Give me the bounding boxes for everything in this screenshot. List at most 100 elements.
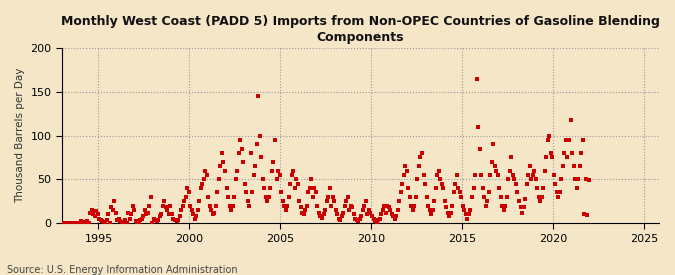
- Point: [424, 208, 435, 212]
- Point: [263, 195, 274, 199]
- Point: [101, 217, 112, 222]
- Point: [414, 164, 425, 168]
- Point: [374, 216, 385, 221]
- Point: [259, 186, 270, 190]
- Point: [359, 204, 370, 208]
- Point: [112, 218, 123, 223]
- Point: [568, 164, 579, 168]
- Point: [121, 221, 132, 225]
- Point: [495, 195, 506, 199]
- Point: [145, 195, 156, 199]
- Point: [409, 204, 420, 208]
- Point: [183, 190, 194, 195]
- Point: [100, 220, 111, 224]
- Point: [273, 168, 284, 173]
- Point: [341, 199, 352, 204]
- Point: [300, 208, 310, 212]
- Point: [265, 186, 276, 190]
- Point: [350, 216, 360, 221]
- Point: [426, 212, 437, 216]
- Point: [124, 216, 135, 221]
- Point: [336, 214, 347, 218]
- Point: [571, 186, 582, 190]
- Point: [234, 151, 244, 155]
- Point: [464, 212, 475, 216]
- Point: [314, 210, 325, 215]
- Point: [197, 182, 208, 186]
- Point: [531, 177, 541, 182]
- Point: [362, 212, 373, 216]
- Point: [223, 195, 234, 199]
- Point: [79, 221, 90, 225]
- Point: [433, 168, 444, 173]
- Point: [521, 182, 532, 186]
- Point: [235, 138, 246, 142]
- Point: [394, 199, 405, 204]
- Point: [448, 190, 459, 195]
- Point: [262, 199, 273, 204]
- Point: [315, 214, 326, 218]
- Point: [439, 199, 450, 204]
- Point: [376, 212, 387, 216]
- Point: [430, 186, 441, 190]
- Point: [151, 219, 162, 224]
- Point: [155, 214, 165, 218]
- Point: [500, 204, 511, 208]
- Point: [182, 186, 192, 190]
- Title: Monthly West Coast (PADD 5) Imports from Non-OPEC Countries of Gasoline Blending: Monthly West Coast (PADD 5) Imports from…: [61, 15, 660, 44]
- Point: [370, 219, 381, 224]
- Point: [429, 199, 439, 204]
- Point: [179, 199, 190, 204]
- Point: [509, 177, 520, 182]
- Point: [352, 218, 362, 223]
- Point: [180, 195, 191, 199]
- Point: [185, 204, 196, 208]
- Point: [446, 210, 456, 215]
- Point: [436, 182, 447, 186]
- Point: [304, 186, 315, 190]
- Point: [553, 195, 564, 199]
- Point: [138, 214, 148, 218]
- Point: [195, 186, 206, 190]
- Point: [389, 216, 400, 221]
- Point: [241, 190, 252, 195]
- Point: [562, 155, 573, 160]
- Point: [142, 210, 153, 215]
- Point: [279, 204, 290, 208]
- Point: [318, 212, 329, 216]
- Point: [442, 210, 453, 215]
- Point: [212, 190, 223, 195]
- Point: [225, 208, 236, 212]
- Point: [267, 168, 277, 173]
- Point: [564, 138, 574, 142]
- Point: [209, 210, 220, 215]
- Point: [167, 212, 178, 216]
- Point: [99, 221, 109, 225]
- Point: [218, 160, 229, 164]
- Point: [514, 199, 524, 204]
- Y-axis label: Thousand Barrels per Day: Thousand Barrels per Day: [15, 68, 25, 203]
- Point: [556, 177, 567, 182]
- Point: [340, 204, 350, 208]
- Point: [497, 204, 508, 208]
- Point: [171, 219, 182, 224]
- Point: [277, 199, 288, 204]
- Point: [91, 209, 102, 213]
- Point: [526, 177, 537, 182]
- Point: [535, 199, 545, 204]
- Point: [358, 208, 369, 212]
- Point: [583, 178, 594, 182]
- Point: [323, 195, 333, 199]
- Point: [77, 220, 88, 224]
- Point: [203, 195, 214, 199]
- Point: [331, 212, 342, 216]
- Point: [559, 151, 570, 155]
- Point: [503, 177, 514, 182]
- Point: [285, 182, 296, 186]
- Point: [432, 173, 443, 177]
- Point: [321, 199, 332, 204]
- Point: [157, 204, 168, 208]
- Point: [215, 164, 226, 168]
- Point: [320, 208, 331, 212]
- Point: [162, 208, 173, 212]
